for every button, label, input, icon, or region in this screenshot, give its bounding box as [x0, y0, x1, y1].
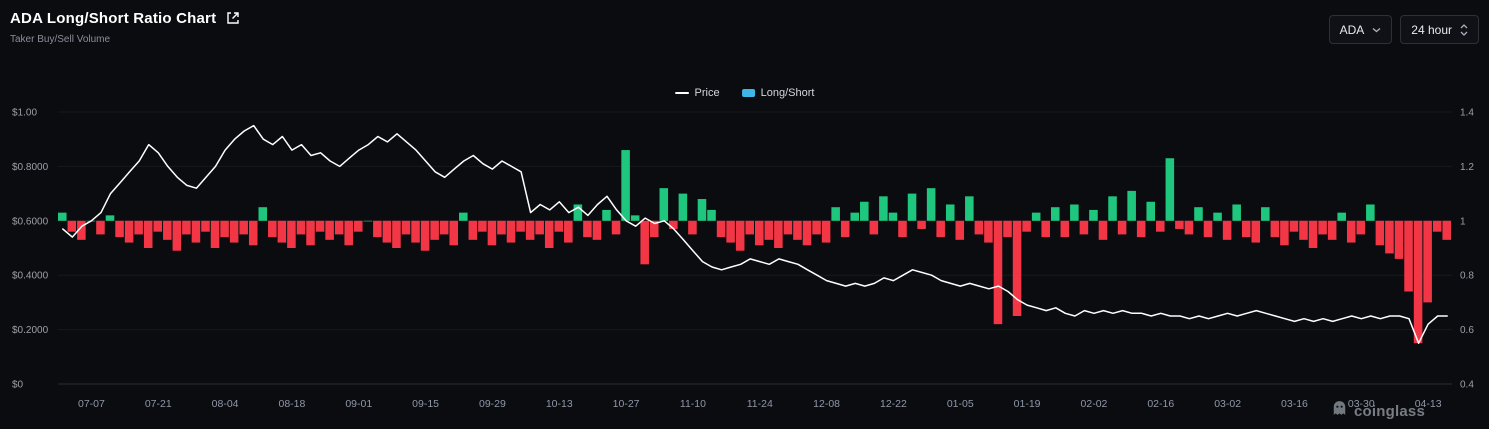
- svg-text:0.4: 0.4: [1460, 380, 1474, 391]
- left-axis: $1.00 $0.8000 $0.6000 $0.4000 $0.2000 $0: [12, 108, 49, 391]
- svg-text:0.6: 0.6: [1460, 325, 1474, 336]
- symbol-select[interactable]: ADA: [1328, 15, 1393, 44]
- svg-text:10-27: 10-27: [613, 398, 640, 410]
- svg-text:01-05: 01-05: [947, 398, 974, 410]
- svg-text:$0: $0: [12, 380, 24, 391]
- caret-down-icon: [1372, 27, 1381, 33]
- svg-text:11-10: 11-10: [680, 398, 706, 410]
- svg-text:08-18: 08-18: [278, 398, 305, 410]
- svg-text:03-30: 03-30: [1348, 398, 1375, 410]
- longshort-swatch: [741, 89, 755, 97]
- legend-longshort-label: Long/Short: [760, 87, 815, 99]
- svg-text:$0.4000: $0.4000: [12, 271, 49, 282]
- svg-text:09-01: 09-01: [345, 398, 372, 410]
- coinglass-watermark: coinglass: [1331, 400, 1425, 422]
- svg-text:09-29: 09-29: [479, 398, 506, 410]
- svg-text:08-04: 08-04: [212, 398, 239, 410]
- svg-text:0.8: 0.8: [1460, 271, 1474, 282]
- legend-item-longshort[interactable]: Long/Short: [741, 87, 815, 99]
- page-subtitle: Taker Buy/Sell Volume: [10, 34, 111, 45]
- svg-text:02-02: 02-02: [1081, 398, 1108, 410]
- svg-text:$0.6000: $0.6000: [12, 216, 49, 227]
- svg-text:04-13: 04-13: [1415, 398, 1442, 410]
- svg-text:01-19: 01-19: [1014, 398, 1041, 410]
- svg-text:03-02: 03-02: [1214, 398, 1241, 410]
- svg-text:07-07: 07-07: [78, 398, 105, 410]
- svg-text:1: 1: [1460, 216, 1466, 227]
- page-title: ADA Long/Short Ratio Chart: [10, 9, 217, 27]
- watermark-text: coinglass: [1354, 402, 1425, 420]
- svg-text:12-22: 12-22: [880, 398, 907, 410]
- coinglass-logo-icon: [1331, 400, 1348, 422]
- svg-text:1.2: 1.2: [1460, 162, 1474, 173]
- price-line-swatch: [674, 92, 689, 94]
- legend-price-label: Price: [694, 87, 720, 99]
- interval-select[interactable]: 24 hour: [1400, 15, 1479, 44]
- svg-text:$0.2000: $0.2000: [12, 325, 49, 336]
- svg-text:02-16: 02-16: [1147, 398, 1174, 410]
- right-axis: 1.4 1.2 1 0.8 0.6 0.4: [1460, 108, 1474, 391]
- external-link-icon[interactable]: [224, 9, 242, 27]
- x-axis: 07-07 07-21 08-04 08-18 09-01 09-15 09-29 10-13…: [78, 398, 1442, 410]
- svg-text:10-13: 10-13: [546, 398, 573, 410]
- svg-text:09-15: 09-15: [412, 398, 439, 410]
- svg-text:12-08: 12-08: [813, 398, 840, 410]
- svg-text:11-24: 11-24: [747, 398, 773, 410]
- longshort-bars-series: [58, 150, 1451, 344]
- svg-text:$0.8000: $0.8000: [12, 162, 49, 173]
- svg-text:$1.00: $1.00: [12, 108, 37, 119]
- svg-text:1.4: 1.4: [1460, 108, 1474, 119]
- sort-arrows-icon: [1460, 23, 1468, 36]
- symbol-select-value: ADA: [1339, 22, 1365, 37]
- chart-legend: Price Long/Short: [674, 87, 815, 99]
- interval-select-value: 24 hour: [1411, 22, 1452, 37]
- price-line-series: [62, 124, 1448, 344]
- svg-text:03-16: 03-16: [1281, 398, 1308, 410]
- chart-controls: ADA 24 hour: [1328, 15, 1479, 44]
- svg-text:07-21: 07-21: [145, 398, 172, 410]
- header: ADA Long/Short Ratio Chart Taker Buy/Sel…: [10, 9, 242, 45]
- grid-lines: [58, 111, 1452, 385]
- legend-item-price[interactable]: Price: [674, 87, 720, 99]
